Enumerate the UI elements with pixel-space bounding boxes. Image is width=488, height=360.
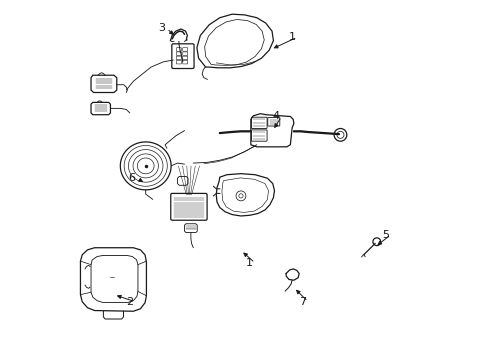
Text: 1: 1 <box>246 258 253 268</box>
Text: 1: 1 <box>288 32 295 42</box>
Text: 3: 3 <box>158 23 165 33</box>
Text: 6: 6 <box>128 173 135 183</box>
Text: 7: 7 <box>299 297 305 307</box>
Text: 2: 2 <box>126 297 133 307</box>
Text: 4: 4 <box>272 112 279 121</box>
Text: 5: 5 <box>381 230 388 240</box>
